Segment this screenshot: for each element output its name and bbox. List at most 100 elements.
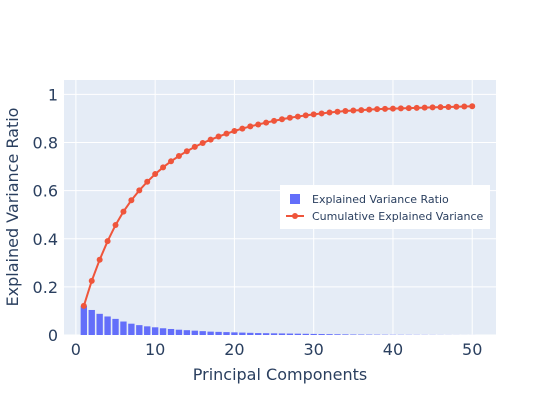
cumulative-point <box>374 106 381 113</box>
x-tick-label: 30 <box>304 340 324 359</box>
bar <box>294 333 302 335</box>
cumulative-point <box>112 222 119 229</box>
cumulative-point <box>255 121 262 128</box>
cumulative-point <box>239 125 246 132</box>
cumulative-point <box>152 171 159 178</box>
cumulative-point <box>120 208 127 215</box>
cumulative-point <box>397 105 404 112</box>
cumulative-point <box>326 109 333 116</box>
x-axis-title: Principal Components <box>193 365 368 384</box>
bar <box>318 334 325 335</box>
cumulative-point <box>389 105 396 112</box>
bar <box>199 331 206 335</box>
cumulative-point <box>358 107 365 114</box>
cumulative-point <box>366 106 373 113</box>
bar <box>136 325 143 335</box>
bar <box>334 334 341 335</box>
bar <box>207 331 214 335</box>
cumulative-point <box>405 105 412 112</box>
cumulative-point <box>318 110 325 117</box>
cumulative-point <box>223 130 230 137</box>
bar <box>326 334 333 335</box>
cumulative-point <box>461 103 468 110</box>
bar <box>120 321 127 335</box>
cumulative-point <box>350 107 357 114</box>
bar <box>215 331 222 335</box>
bar <box>151 327 159 335</box>
cumulative-point <box>469 103 476 110</box>
bar <box>80 305 87 335</box>
bar <box>104 316 111 335</box>
cumulative-point <box>247 123 254 130</box>
bar <box>112 318 119 335</box>
cumulative-point <box>136 187 143 194</box>
cumulative-point <box>191 143 198 150</box>
cumulative-point <box>310 111 317 118</box>
bar <box>96 313 103 335</box>
bar <box>144 326 151 335</box>
legend-line-marker <box>292 213 298 219</box>
bar <box>286 333 294 335</box>
cumulative-point <box>429 104 436 111</box>
bar-series <box>80 305 476 335</box>
x-tick-label: 10 <box>145 340 165 359</box>
x-tick-label: 0 <box>71 340 81 359</box>
legend-bar-label: Explained Variance Ratio <box>312 193 449 206</box>
cumulative-point <box>334 108 341 115</box>
legend-background <box>280 185 490 229</box>
y-tick-label: 0.8 <box>33 134 58 153</box>
bar <box>159 328 167 335</box>
cumulative-point <box>342 108 349 115</box>
x-tick-label: 20 <box>224 340 244 359</box>
bar <box>342 334 349 335</box>
cumulative-point <box>382 105 389 112</box>
cumulative-point <box>168 158 175 165</box>
legend-bar-swatch <box>290 194 300 204</box>
bar <box>191 330 198 335</box>
bar <box>255 333 262 335</box>
legend-line-label: Cumulative Explained Variance <box>312 210 484 223</box>
cumulative-point <box>144 178 151 185</box>
line-series <box>80 103 476 309</box>
cumulative-point <box>286 114 293 121</box>
cumulative-point <box>160 164 167 171</box>
cumulative-point <box>294 113 301 120</box>
cumulative-point <box>231 128 238 134</box>
y-tick-label: 0 <box>48 326 58 345</box>
cumulative-point <box>445 103 452 110</box>
cumulative-point <box>413 104 420 111</box>
bar <box>310 333 317 335</box>
cumulative-point <box>128 197 135 204</box>
cumulative-point <box>437 104 444 111</box>
bar <box>247 332 254 335</box>
bar <box>175 329 183 335</box>
cumulative-point <box>207 136 214 143</box>
cumulative-point <box>88 277 95 284</box>
bar <box>262 333 270 335</box>
bar <box>278 333 286 335</box>
bar <box>128 323 135 335</box>
bar <box>167 328 175 335</box>
cumulative-point <box>421 104 428 111</box>
cumulative-point <box>271 117 278 124</box>
legend: Explained Variance Ratio Cumulative Expl… <box>280 185 490 229</box>
cumulative-point <box>104 238 111 245</box>
y-tick-label: 0.4 <box>33 230 58 249</box>
bar <box>223 332 230 335</box>
bar <box>88 309 95 335</box>
y-tick-label: 0.6 <box>33 182 58 201</box>
cumulative-point <box>278 116 285 123</box>
y-tick-label: 1 <box>48 85 58 104</box>
y-axis-title: Explained Variance Ratio <box>3 108 22 307</box>
y-tick-label: 0.2 <box>33 278 58 297</box>
bar <box>239 332 246 335</box>
cumulative-point <box>175 153 182 160</box>
cumulative-point <box>96 256 103 263</box>
bar <box>183 330 191 335</box>
bar <box>270 333 278 335</box>
x-tick-label: 50 <box>462 340 482 359</box>
cumulative-point <box>302 112 309 119</box>
x-tick-label: 40 <box>383 340 403 359</box>
cumulative-point <box>263 119 270 126</box>
